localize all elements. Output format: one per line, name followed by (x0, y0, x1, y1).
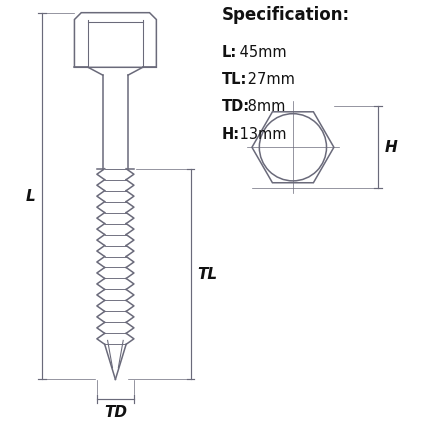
Text: L: L (26, 189, 35, 203)
Text: 8mm: 8mm (243, 99, 285, 115)
Text: H:: H: (222, 127, 240, 142)
Text: 13mm: 13mm (235, 127, 287, 142)
Text: TD: TD (104, 405, 127, 420)
Text: TL: TL (197, 266, 218, 282)
Text: 45mm: 45mm (235, 45, 287, 60)
Text: TL:: TL: (222, 72, 247, 87)
Text: H: H (385, 140, 397, 155)
Text: 27mm: 27mm (243, 72, 295, 87)
Text: Specification:: Specification: (222, 6, 350, 24)
Text: L:: L: (222, 45, 237, 60)
Text: TD:: TD: (222, 99, 250, 115)
